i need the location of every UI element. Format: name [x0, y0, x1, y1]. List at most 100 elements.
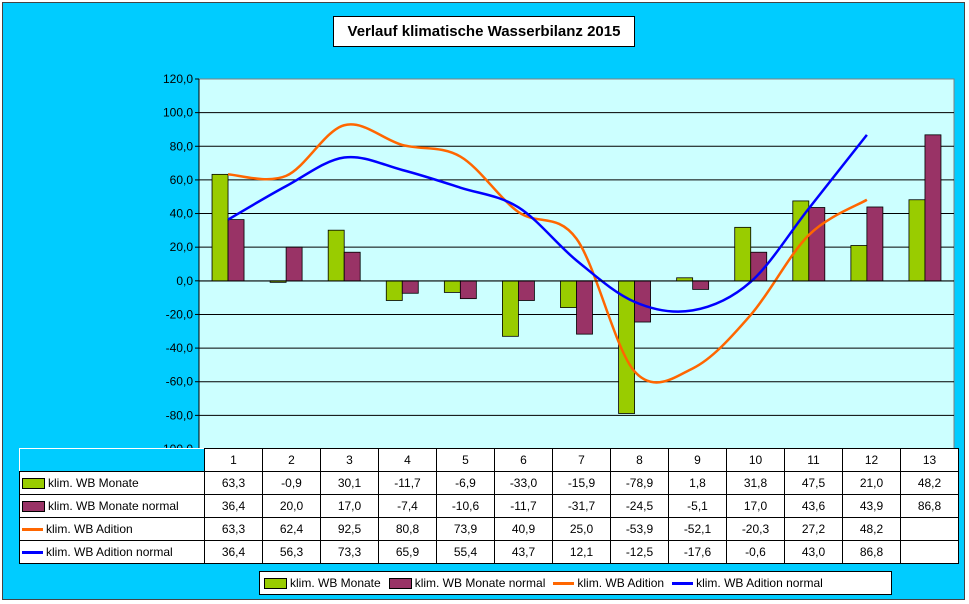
bar-monate-normal [518, 280, 535, 301]
bar-monate-normal [924, 134, 942, 282]
table-cell: 86,8 [842, 540, 901, 564]
bar-monate-normal [401, 280, 419, 294]
table-cell: -10,6 [436, 494, 495, 518]
table-row: klim. WB Adition 63,3 62,4 92,5 80,8 73,9 40,9… [19, 517, 959, 541]
bar-monate-normal [459, 280, 477, 300]
y-tick-label: 60,0 [170, 173, 194, 187]
bar-monate [502, 280, 519, 337]
table-cell: 56,3 [262, 540, 321, 564]
table-cell: -31,7 [552, 494, 611, 518]
table-header-row: 1 2 3 4 5 6 7 8 9 10 11 12 13 [19, 448, 959, 472]
data-table: 1 2 3 4 5 6 7 8 9 10 11 12 13 klim. WB Monate 63,3 -0,9… [19, 448, 959, 564]
table-cell: -17,6 [668, 540, 727, 564]
bar-monate-normal [866, 206, 884, 282]
bar-monate [385, 280, 403, 301]
legend-label: klim. WB Monate [290, 576, 381, 590]
bar-monate-normal [808, 207, 826, 282]
table-cell: -52,1 [668, 517, 727, 541]
table-cell: 17,0 [726, 494, 785, 518]
bar-monate [676, 277, 694, 282]
table-cell: 80,8 [378, 517, 437, 541]
series-row-label: klim. WB Adition [19, 517, 205, 541]
bar-monate [908, 199, 926, 282]
legend-item: klim. WB Adition normal [672, 576, 823, 590]
bar-monate [850, 245, 868, 282]
table-cell: 86,8 [900, 494, 959, 518]
category-label: 4 [378, 448, 437, 472]
bar-monate-normal [227, 219, 245, 282]
table-cell: 30,1 [320, 471, 379, 495]
table-cell: 20,0 [262, 494, 321, 518]
legend-key-line [553, 581, 575, 585]
series-name: klim. WB Adition normal [46, 545, 173, 559]
legend-key-line [22, 551, 43, 555]
legend-label: klim. WB Adition [577, 576, 665, 590]
y-tick-label: 80,0 [170, 139, 194, 153]
y-axis-tick-labels: 120,0 100,0 80,0 60,0 40,0 20,0 0,0 -20,0 -40,0 -… [159, 72, 200, 456]
table-cell: 43,9 [842, 494, 901, 518]
bar-monate [734, 226, 752, 282]
table-cell: 43,7 [494, 540, 553, 564]
y-tick-label: 0,0 [176, 274, 193, 288]
table-cell: -15,9 [552, 471, 611, 495]
bar-monate [211, 173, 229, 282]
legend-item: klim. WB Monate normal [388, 576, 545, 590]
table-cell: -12,5 [610, 540, 669, 564]
table-cell: -0,9 [262, 471, 321, 495]
table-cell: -78,9 [610, 471, 669, 495]
series-name: klim. WB Adition [46, 522, 133, 536]
table-row: klim. WB Adition normal 36,4 56,3 73,3 65,9 5… [19, 540, 959, 564]
category-label: 6 [494, 448, 553, 472]
category-label: 1 [204, 448, 263, 472]
line-series [227, 123, 868, 384]
plot-background [198, 78, 955, 450]
table-cell: -5,1 [668, 494, 727, 518]
table-cell: 12,1 [552, 540, 611, 564]
bar-monate-normal [634, 280, 651, 323]
legend-key-bar [22, 501, 45, 513]
category-label: 11 [784, 448, 843, 472]
series-name: klim. WB Monate [48, 476, 139, 490]
category-label: 12 [842, 448, 901, 472]
legend-item: klim. WB Monate [264, 576, 381, 590]
y-tick-label: 40,0 [170, 207, 194, 221]
table-cell: 65,9 [378, 540, 437, 564]
bar-monate-normal [692, 280, 710, 290]
table-corner [19, 448, 205, 472]
table-cell: 48,2 [842, 517, 901, 541]
bar-series [211, 134, 942, 414]
category-label: 10 [726, 448, 785, 472]
category-label: 9 [668, 448, 727, 472]
table-cell: 40,9 [494, 517, 553, 541]
table-cell: 63,3 [204, 471, 263, 495]
table-cell: 17,0 [320, 494, 379, 518]
legend-key-line [22, 528, 43, 532]
legend-item: klim. WB Adition [553, 576, 664, 590]
bar-monate-normal [576, 280, 593, 335]
y-tick-label: -40,0 [166, 341, 194, 355]
table-cell: 92,5 [320, 517, 379, 541]
table-cell [900, 540, 959, 564]
table-cell: -11,7 [378, 471, 437, 495]
category-label: 3 [320, 448, 379, 472]
category-label: 5 [436, 448, 495, 472]
table-cell: 36,4 [204, 494, 263, 518]
table-cell: 1,8 [668, 471, 727, 495]
table-cell: 55,4 [436, 540, 495, 564]
table-cell: 62,4 [262, 517, 321, 541]
bar-monate-normal [343, 251, 361, 282]
table-cell: 31,8 [726, 471, 785, 495]
bar-monate [443, 280, 461, 293]
table-cell: -53,9 [610, 517, 669, 541]
table-cell: 36,4 [204, 540, 263, 564]
series-row-label: klim. WB Monate [19, 471, 205, 495]
table-cell: 48,2 [900, 471, 959, 495]
table-cell: 47,5 [784, 471, 843, 495]
legend-key-bar [388, 577, 412, 589]
y-tick-label: -20,0 [166, 307, 194, 321]
table-cell: 43,6 [784, 494, 843, 518]
y-tick-label: -60,0 [166, 375, 194, 389]
legend-key-bar [22, 478, 45, 490]
chart-title: Verlauf klimatische Wasserbilanz 2015 [333, 16, 635, 47]
bar-monate-normal [285, 246, 303, 282]
